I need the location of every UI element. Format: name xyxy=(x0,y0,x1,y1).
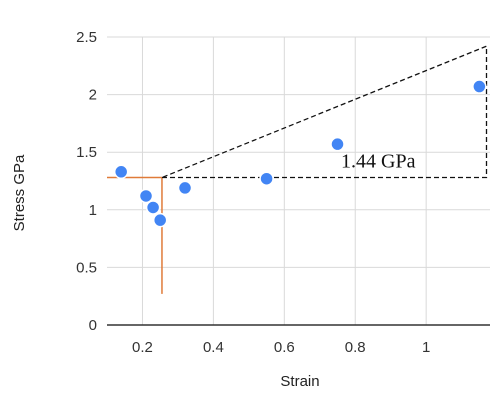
y-tick-label: 0.5 xyxy=(76,259,97,276)
data-point xyxy=(113,164,129,180)
data-point xyxy=(472,79,487,94)
x-axis-title: Strain xyxy=(280,373,319,390)
x-tick-label: 0.6 xyxy=(274,339,295,356)
annotation-label: 1.44 GPa xyxy=(341,150,416,172)
data-point xyxy=(152,212,168,228)
y-tick-label: 1 xyxy=(89,202,97,219)
x-tick-label: 1 xyxy=(422,339,430,356)
data-point xyxy=(259,171,274,186)
y-tick-label: 1.5 xyxy=(76,144,97,161)
data-point xyxy=(138,188,154,204)
annotations xyxy=(107,45,488,294)
data-point xyxy=(177,180,193,196)
y-axis-title: Stress GPa xyxy=(11,154,28,231)
y-tick-label: 2 xyxy=(89,87,97,104)
data-point xyxy=(330,136,345,152)
x-tick-label: 0.2 xyxy=(132,339,153,356)
x-tick-label: 0.8 xyxy=(345,339,366,356)
x-tick-label: 0.4 xyxy=(203,339,224,356)
grid xyxy=(107,36,490,325)
dashed-triangle xyxy=(161,45,488,179)
y-tick-label: 2.5 xyxy=(76,29,97,46)
data-points: 1.44 GPa xyxy=(113,79,487,228)
tick-labels: 0 0.5 1 1.5 2 2.5 0.2 0.4 0.6 0.8 1 xyxy=(76,29,430,356)
data-point xyxy=(145,200,161,215)
y-tick-label: 0 xyxy=(89,317,97,334)
